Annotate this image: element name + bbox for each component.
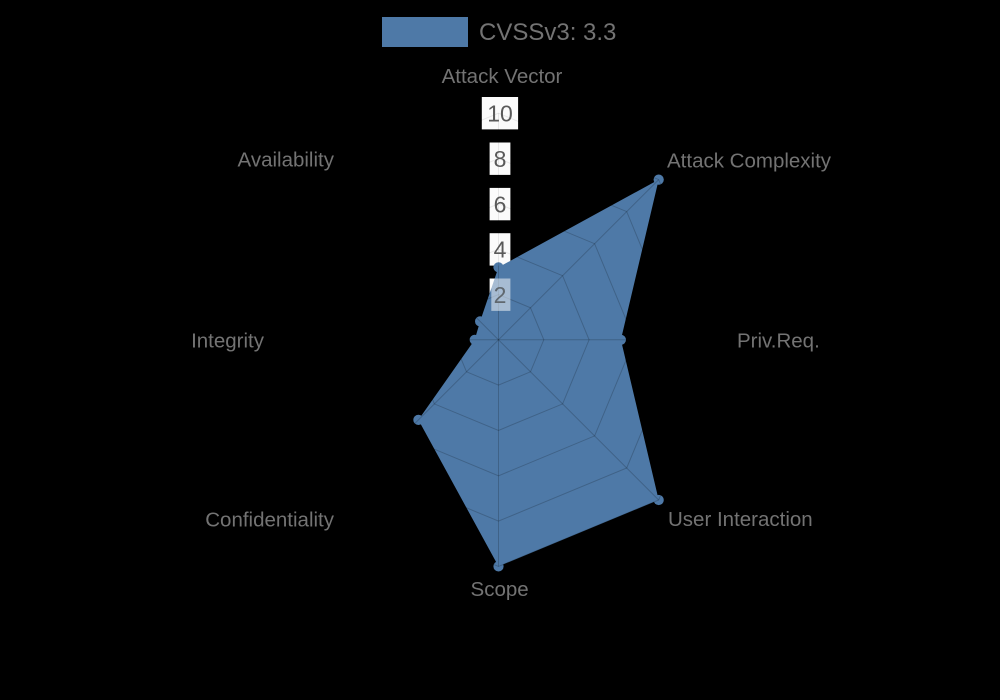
svg-text:Attack Complexity: Attack Complexity — [667, 149, 832, 172]
svg-text:6: 6 — [494, 191, 507, 217]
svg-text:10: 10 — [487, 101, 513, 127]
svg-text:2: 2 — [494, 282, 507, 308]
svg-text:Scope: Scope — [471, 578, 529, 601]
svg-text:Integrity: Integrity — [191, 329, 265, 352]
svg-text:CVSSv3: 3.3: CVSSv3: 3.3 — [479, 19, 616, 46]
svg-text:4: 4 — [494, 237, 507, 263]
svg-text:8: 8 — [494, 146, 507, 172]
svg-text:Confidentiality: Confidentiality — [205, 508, 335, 531]
svg-text:Priv.Req.: Priv.Req. — [737, 329, 820, 352]
svg-text:Availability: Availability — [238, 148, 335, 171]
svg-text:Attack Vector: Attack Vector — [442, 65, 563, 88]
svg-text:User Interaction: User Interaction — [668, 508, 813, 531]
